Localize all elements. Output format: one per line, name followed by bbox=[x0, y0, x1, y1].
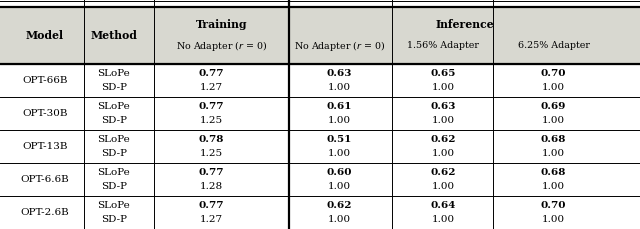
Text: 0.61: 0.61 bbox=[326, 102, 352, 111]
Text: OPT-6.6B: OPT-6.6B bbox=[20, 175, 69, 184]
Text: Model: Model bbox=[26, 30, 64, 41]
Text: 0.65: 0.65 bbox=[430, 69, 456, 78]
Text: Method: Method bbox=[90, 30, 138, 41]
Text: 0.62: 0.62 bbox=[430, 168, 456, 177]
Text: OPT-66B: OPT-66B bbox=[22, 76, 68, 85]
Text: 0.63: 0.63 bbox=[326, 69, 352, 78]
Text: Inference: Inference bbox=[435, 19, 494, 30]
Text: SD-P: SD-P bbox=[101, 149, 127, 158]
Text: SLoPe: SLoPe bbox=[97, 135, 131, 144]
Text: 0.77: 0.77 bbox=[198, 201, 224, 210]
Text: 0.60: 0.60 bbox=[326, 168, 352, 177]
Text: 0.62: 0.62 bbox=[430, 135, 456, 144]
Text: 1.28: 1.28 bbox=[200, 182, 223, 191]
Text: 1.00: 1.00 bbox=[328, 149, 351, 158]
Text: OPT-30B: OPT-30B bbox=[22, 109, 68, 118]
Text: SD-P: SD-P bbox=[101, 182, 127, 191]
Text: 1.27: 1.27 bbox=[200, 215, 223, 224]
Text: 1.56% Adapter: 1.56% Adapter bbox=[407, 41, 479, 50]
Text: OPT-13B: OPT-13B bbox=[22, 142, 68, 151]
Text: 0.77: 0.77 bbox=[198, 69, 224, 78]
Text: 1.00: 1.00 bbox=[542, 215, 565, 224]
Bar bbox=[0, 7, 640, 64]
Text: 0.70: 0.70 bbox=[541, 201, 566, 210]
Text: SLoPe: SLoPe bbox=[97, 168, 131, 177]
Text: SD-P: SD-P bbox=[101, 215, 127, 224]
Text: 0.64: 0.64 bbox=[430, 201, 456, 210]
Text: 1.00: 1.00 bbox=[542, 149, 565, 158]
Text: 1.00: 1.00 bbox=[431, 182, 454, 191]
Text: 1.00: 1.00 bbox=[431, 215, 454, 224]
Text: 0.77: 0.77 bbox=[198, 102, 224, 111]
Text: No Adapter ($r$ = 0): No Adapter ($r$ = 0) bbox=[176, 39, 267, 53]
Text: 1.00: 1.00 bbox=[328, 116, 351, 125]
Text: SLoPe: SLoPe bbox=[97, 69, 131, 78]
Text: 0.69: 0.69 bbox=[541, 102, 566, 111]
Text: 0.51: 0.51 bbox=[326, 135, 352, 144]
Text: 1.00: 1.00 bbox=[431, 149, 454, 158]
Text: 1.00: 1.00 bbox=[328, 215, 351, 224]
Text: 0.68: 0.68 bbox=[541, 135, 566, 144]
Text: SLoPe: SLoPe bbox=[97, 102, 131, 111]
Text: Training: Training bbox=[196, 19, 247, 30]
Text: No Adapter ($r$ = 0): No Adapter ($r$ = 0) bbox=[294, 39, 385, 53]
Text: 0.63: 0.63 bbox=[430, 102, 456, 111]
Text: 1.00: 1.00 bbox=[328, 83, 351, 92]
Text: SD-P: SD-P bbox=[101, 83, 127, 92]
Text: 1.00: 1.00 bbox=[431, 116, 454, 125]
Text: 1.25: 1.25 bbox=[200, 116, 223, 125]
Text: 1.25: 1.25 bbox=[200, 149, 223, 158]
Text: 0.78: 0.78 bbox=[198, 135, 224, 144]
Text: 0.68: 0.68 bbox=[541, 168, 566, 177]
Text: 1.00: 1.00 bbox=[328, 182, 351, 191]
Text: 1.00: 1.00 bbox=[542, 116, 565, 125]
Text: SD-P: SD-P bbox=[101, 116, 127, 125]
Text: 0.77: 0.77 bbox=[198, 168, 224, 177]
Text: 0.62: 0.62 bbox=[326, 201, 352, 210]
Text: 1.00: 1.00 bbox=[542, 182, 565, 191]
Text: SLoPe: SLoPe bbox=[97, 201, 131, 210]
Text: 1.00: 1.00 bbox=[431, 83, 454, 92]
Text: 6.25% Adapter: 6.25% Adapter bbox=[518, 41, 589, 50]
Text: 1.27: 1.27 bbox=[200, 83, 223, 92]
Text: OPT-2.6B: OPT-2.6B bbox=[20, 208, 69, 217]
Text: 0.70: 0.70 bbox=[541, 69, 566, 78]
Text: 1.00: 1.00 bbox=[542, 83, 565, 92]
